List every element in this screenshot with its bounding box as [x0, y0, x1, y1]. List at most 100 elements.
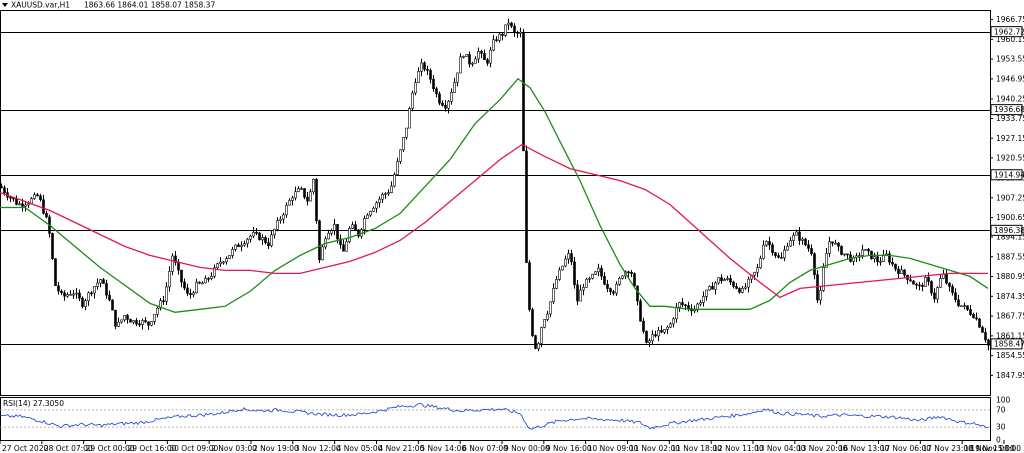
candle-bull	[678, 302, 681, 308]
candle-bull	[543, 319, 546, 328]
time-tick-label: 18 Nov 15:00	[964, 444, 1015, 453]
candle-bull	[408, 108, 411, 129]
candle-bull	[786, 245, 789, 251]
time-tick-label: 27 Oct 2020	[2, 444, 49, 453]
candle-bull	[615, 283, 618, 294]
candle-bull	[231, 249, 234, 256]
candle-bull	[159, 300, 162, 309]
candle-bull	[663, 329, 666, 333]
time-tick-label: 16 Nov 13:00	[839, 444, 890, 453]
candle-bear	[738, 288, 741, 293]
moving-average-line-1	[0, 77, 989, 313]
candle-bull	[924, 277, 927, 287]
candle-bear	[357, 229, 360, 237]
level-price-label: 1962.72	[994, 27, 1024, 36]
candle-bull	[84, 300, 87, 307]
candle-bear	[198, 281, 201, 284]
candle-bull	[93, 286, 96, 294]
candle-bull	[822, 267, 825, 291]
price-tick-label: 1861.15	[996, 331, 1024, 340]
candle-bear	[966, 305, 969, 310]
candle-bear	[180, 269, 183, 283]
candle-bear	[975, 317, 978, 320]
rsi-tick-label: 70	[996, 406, 1006, 415]
candle-bear	[342, 244, 345, 252]
time-tick-label: 4 Nov 21:00	[379, 444, 425, 453]
candle-bear	[144, 320, 147, 323]
candle-bull	[288, 200, 291, 206]
candle-bear	[573, 261, 576, 286]
rsi-tick-label: 0	[996, 436, 1001, 445]
candle-bear	[915, 283, 918, 286]
candle-bull	[312, 179, 315, 193]
price-tick-label: 1907.25	[996, 193, 1024, 202]
rsi-label: RSI(14) 27.3050	[3, 399, 64, 408]
candle-bull	[363, 218, 366, 230]
candle-bull	[228, 255, 231, 259]
candle-bear	[105, 283, 108, 296]
price-tick-label: 1887.55	[996, 252, 1024, 261]
candle-bull	[99, 279, 102, 284]
candle-bull	[297, 188, 300, 192]
candle-bear	[876, 256, 879, 262]
candle-bear	[603, 275, 606, 285]
candle-bear	[912, 280, 915, 285]
level-price-label: 1914.94	[994, 170, 1024, 179]
candle-bull	[864, 249, 867, 251]
candle-bear	[162, 300, 165, 302]
candle-bull	[330, 230, 333, 234]
candle-bear	[63, 292, 66, 297]
candle-bear	[9, 196, 12, 199]
time-tick-label: 29 Oct 16:00	[128, 444, 177, 453]
candle-bear	[633, 273, 636, 287]
time-tick-label: 12 Nov 11:00	[713, 444, 764, 453]
candle-bull	[714, 282, 717, 290]
candle-bear	[15, 198, 18, 205]
candle-bull	[246, 238, 249, 244]
candle-bull	[420, 62, 423, 72]
candle-bull	[414, 82, 417, 94]
candle-bull	[747, 278, 750, 288]
candle-bear	[867, 249, 870, 252]
time-tick-label: 28 Oct 07:00	[44, 444, 93, 453]
candle-bull	[381, 194, 384, 200]
candle-bull	[648, 340, 651, 343]
price-tick-label: 1940.25	[996, 95, 1024, 104]
time-tick-label: 5 Nov 14:00	[420, 444, 466, 453]
candle-bull	[393, 174, 396, 187]
candle-bear	[606, 284, 609, 289]
candle-bull	[726, 278, 729, 280]
candle-bull	[666, 326, 669, 330]
candle-bull	[879, 261, 882, 263]
candle-bear	[432, 78, 435, 90]
time-tick-label: 17 Nov 23:00	[922, 444, 973, 453]
dropdown-arrow-icon[interactable]	[2, 3, 8, 7]
candle-bear	[636, 285, 639, 302]
candle-bear	[684, 304, 687, 307]
candle-bull	[669, 323, 672, 328]
candle-bear	[984, 332, 987, 341]
time-tick-label: 2 Nov 19:00	[253, 444, 299, 453]
candle-bull	[384, 193, 387, 195]
candle-bull	[249, 235, 252, 240]
candle-bear	[51, 233, 54, 260]
candle-bear	[264, 237, 267, 243]
candle-bull	[675, 306, 678, 320]
time-tick-label: 9 Nov 00:00	[504, 444, 550, 453]
candle-bear	[969, 309, 972, 315]
candle-bear	[954, 292, 957, 301]
candle-bear	[945, 273, 948, 284]
candle-bull	[708, 286, 711, 291]
candle-bear	[177, 262, 180, 271]
candle-bull	[657, 330, 660, 337]
candle-bull	[309, 191, 312, 202]
candle-bear	[630, 271, 633, 274]
price-tick-label: 1946.95	[996, 74, 1024, 83]
candle-bear	[729, 278, 732, 283]
rsi-plot-frame	[0, 397, 991, 441]
candle-bear	[645, 330, 648, 343]
time-tick-label: 6 Nov 07:00	[462, 444, 508, 453]
candle-bear	[339, 238, 342, 245]
